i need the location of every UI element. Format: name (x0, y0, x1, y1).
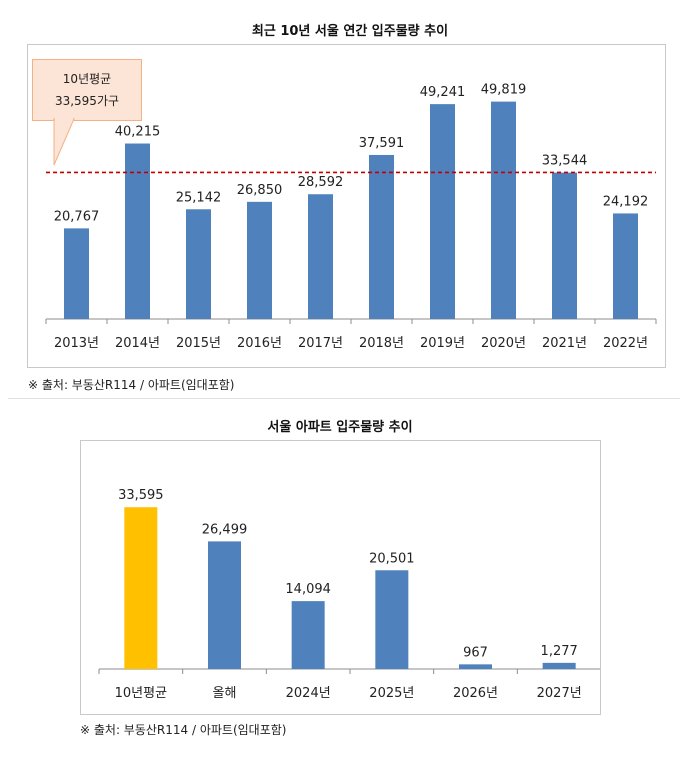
bar-2018년 (369, 154, 394, 319)
data-label-2017년: 28,592 (298, 175, 344, 190)
data-label-2016년: 26,850 (237, 183, 283, 198)
x-tick-label-2026년: 2026년 (453, 686, 498, 701)
x-tick-label-2020년: 2020년 (481, 336, 526, 351)
bar-2020년 (491, 101, 516, 319)
bar-2013년 (64, 228, 89, 319)
chart1-plot: 20,767 2013년 40,215 2014년 25,142 2015년 26,850 2… (45, 83, 657, 351)
data-label-2021년: 33,544 (542, 154, 588, 169)
bar-2025년 (375, 570, 409, 669)
chart1-frame: 20,767 2013년 40,215 2014년 25,142 2015년 26,850 2… (27, 44, 666, 368)
data-label-2020년: 49,819 (481, 83, 527, 98)
average-callout-value: 33,595가구 (54, 94, 120, 108)
average-callout-label: 10년평균 (62, 72, 112, 86)
x-tick-label-2018년: 2018년 (359, 336, 404, 351)
bar-2019년 (430, 104, 455, 319)
x-tick-label-2025년: 2025년 (369, 686, 414, 701)
bar-2027년 (542, 662, 576, 669)
x-tick-label-2014년: 2014년 (115, 336, 160, 351)
bar-2021년 (552, 172, 577, 319)
bar-2014년 (125, 143, 150, 319)
x-tick-label-2015년: 2015년 (176, 336, 221, 351)
data-label-2014년: 40,215 (115, 125, 161, 140)
data-label-2024년: 14,094 (285, 582, 331, 597)
data-label-2013년: 20,767 (54, 209, 100, 224)
chart2-plot: 33,595 10년평균 26,499 올해 14,094 2024년 20,501 2025… (98, 488, 602, 701)
chart2-source: ※ 출처: 부동산R114 / 아파트(임대포함) (80, 723, 287, 737)
chart2-frame: 33,595 10년평균 26,499 올해 14,094 2024년 20,501 2025… (80, 440, 602, 715)
bar-2015년 (186, 209, 211, 319)
x-tick-label-2024년: 2024년 (286, 686, 331, 701)
bar-2024년 (291, 601, 325, 669)
chart1-average-callout: 10년평균 33,595가구 (32, 59, 142, 121)
x-tick-label-2027년: 2027년 (537, 686, 582, 701)
x-tick-label-2016년: 2016년 (237, 336, 282, 351)
x-tick-label-올해: 올해 (213, 686, 237, 701)
section-divider (8, 398, 680, 399)
data-label-올해: 26,499 (202, 522, 248, 537)
x-tick-label-2021년: 2021년 (542, 336, 587, 351)
data-label-2015년: 25,142 (176, 190, 222, 205)
x-tick-label-2022년: 2022년 (603, 336, 648, 351)
chart1-source: ※ 출처: 부동산R114 / 아파트(임대포함) (28, 378, 235, 392)
chart2-title: 서울 아파트 입주물량 추이 (267, 420, 413, 435)
x-tick-label-2019년: 2019년 (420, 336, 465, 351)
x-tick-label-2013년: 2013년 (54, 336, 99, 351)
bar-10년평균 (124, 507, 158, 669)
data-label-2025년: 20,501 (369, 551, 415, 566)
data-label-2026년: 967 (463, 645, 488, 660)
chart1-title: 최근 10년 서울 연간 입주물량 추이 (251, 24, 449, 39)
x-tick-label-10년평균: 10년평균 (115, 686, 167, 701)
data-label-2027년: 1,277 (541, 644, 578, 659)
x-tick-label-2017년: 2017년 (298, 336, 343, 351)
data-label-10년평균: 33,595 (118, 488, 164, 503)
bar-2026년 (459, 664, 492, 669)
bar-2017년 (308, 194, 333, 319)
bar-2022년 (613, 213, 638, 319)
callout-pointer (53, 118, 75, 166)
bar-2016년 (247, 201, 272, 319)
data-label-2022년: 24,192 (603, 194, 649, 209)
data-label-2018년: 37,591 (359, 136, 405, 151)
bar-올해 (208, 541, 241, 669)
data-label-2019년: 49,241 (420, 85, 466, 100)
